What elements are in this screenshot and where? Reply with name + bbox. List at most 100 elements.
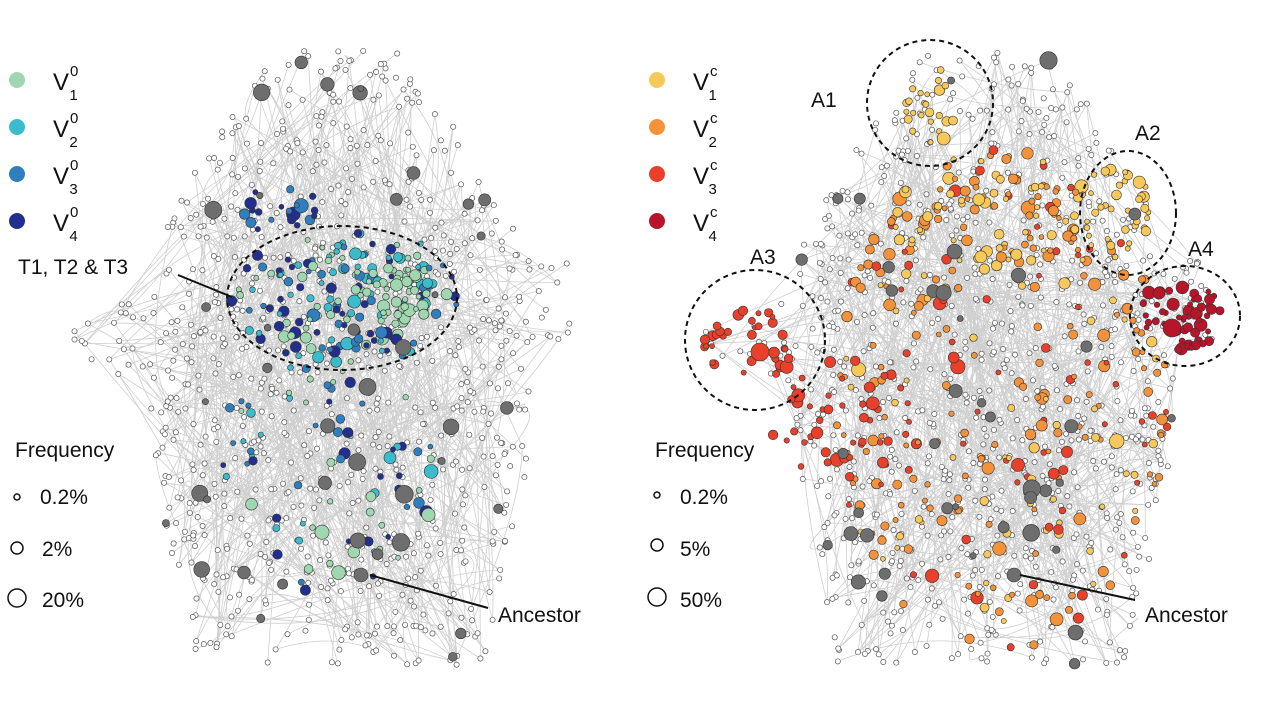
colored-variant-node: [839, 402, 846, 409]
variant-node: [1020, 217, 1027, 224]
variant-node: [1135, 356, 1142, 363]
colored-variant-node: [426, 454, 435, 463]
colored-variant-node: [391, 319, 400, 328]
colored-variant-node: [1151, 480, 1158, 487]
network-edge: [710, 254, 961, 345]
variant-node: [801, 241, 808, 248]
network-edge: [216, 336, 551, 648]
variant-node: [1046, 134, 1053, 141]
variant-node: [261, 375, 268, 382]
variant-node: [1037, 294, 1044, 301]
variant-node: [214, 424, 221, 431]
variant-node: [262, 597, 269, 604]
variant-node: [229, 114, 236, 120]
variant-node: [283, 568, 290, 575]
variant-node: [926, 272, 933, 278]
variant-node: [253, 449, 260, 456]
colored-variant-node: [1135, 195, 1143, 203]
variant-node: [195, 233, 202, 240]
variant-node: [106, 356, 113, 363]
colored-variant-node: [1075, 252, 1082, 259]
variant-node: [498, 317, 505, 324]
colored-variant-node: [823, 404, 834, 415]
variant-node: [417, 567, 424, 574]
variant-node: [409, 143, 416, 150]
variant-node: [241, 414, 248, 421]
colored-variant-node: [366, 329, 375, 338]
colored-variant-node: [1131, 347, 1141, 357]
variant-node: [814, 482, 821, 489]
variant-node: [1134, 543, 1141, 550]
variant-node: [932, 602, 939, 609]
colored-variant-node: [1034, 223, 1041, 230]
ancestral-node: [320, 77, 335, 92]
colored-variant-node: [965, 582, 973, 590]
variant-node: [819, 551, 826, 558]
variant-node: [1169, 375, 1176, 382]
colored-variant-node: [909, 571, 917, 579]
network-edge: [174, 218, 269, 461]
variant-node: [1075, 436, 1082, 443]
variant-node: [210, 355, 217, 362]
colored-variant-node: [1206, 303, 1217, 315]
variant-node: [842, 515, 849, 522]
ancestral-node: [1055, 478, 1064, 487]
network-edge: [951, 99, 1024, 518]
variant-node: [219, 128, 226, 135]
colored-variant-node: [709, 343, 715, 349]
network-edge: [432, 469, 453, 498]
variant-node: [1130, 368, 1137, 374]
colored-variant-node: [1121, 225, 1130, 234]
variant-node: [213, 438, 220, 445]
variant-node: [1148, 484, 1155, 491]
variant-node: [1043, 115, 1050, 122]
size-key-label: 50%: [680, 589, 722, 612]
colored-variant-node: [284, 256, 292, 263]
variant-node: [1032, 345, 1039, 352]
variant-node: [945, 491, 952, 498]
variant-node: [873, 511, 880, 518]
variant-node: [324, 597, 331, 604]
network-edge: [368, 452, 506, 636]
colored-variant-node: [400, 302, 409, 311]
colored-variant-node: [954, 571, 961, 578]
variant-node: [338, 198, 345, 204]
colored-variant-node: [754, 322, 763, 331]
network-edge: [900, 182, 953, 659]
network-edge: [160, 222, 442, 413]
variant-node: [1139, 436, 1146, 443]
colored-variant-node: [797, 463, 805, 470]
variant-node: [509, 523, 516, 530]
colored-variant-node: [880, 521, 890, 531]
network-edge: [154, 296, 370, 587]
variant-node: [1022, 545, 1029, 552]
variant-node: [1005, 76, 1012, 83]
variant-node: [1009, 435, 1016, 442]
variant-node: [441, 147, 448, 154]
variant-node: [476, 337, 483, 344]
variant-node: [970, 394, 977, 401]
colored-variant-node: [916, 226, 923, 234]
colored-variant-node: [897, 502, 905, 509]
variant-node: [366, 407, 373, 414]
colored-variant-node: [959, 185, 971, 197]
variant-node: [495, 305, 502, 312]
ancestral-node: [262, 362, 273, 374]
variant-node: [437, 539, 444, 546]
variant-node: [886, 394, 892, 401]
ancestral-node: [358, 378, 377, 396]
variant-node: [190, 421, 197, 427]
colored-variant-node: [959, 223, 968, 231]
network-edge: [435, 197, 477, 273]
variant-node: [455, 344, 462, 351]
ancestral-node: [1052, 545, 1061, 554]
ancestral-node: [1064, 419, 1079, 434]
variant-node: [885, 618, 891, 625]
variant-node: [287, 148, 294, 155]
variant-node: [317, 256, 323, 263]
variant-node: [407, 76, 414, 83]
variant-node: [273, 389, 280, 396]
variant-node: [846, 463, 853, 470]
region-a3-outline: [684, 269, 826, 411]
colored-variant-node: [891, 399, 899, 407]
